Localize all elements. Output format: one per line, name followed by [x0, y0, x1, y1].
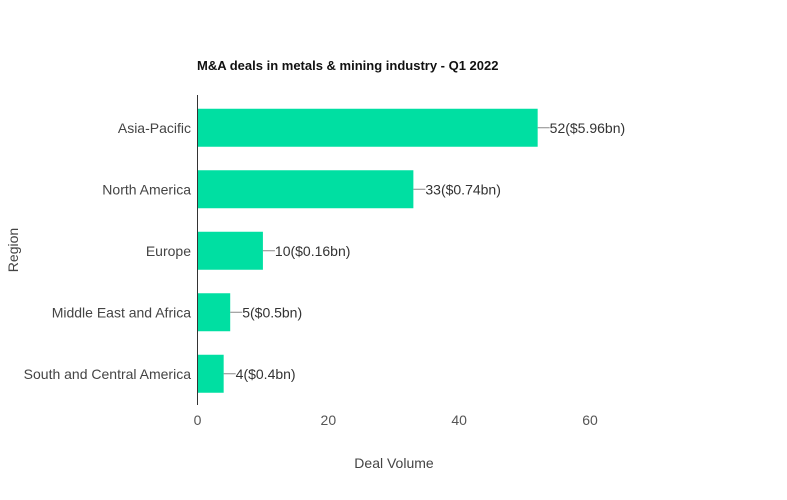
category-label: North America [102, 181, 191, 197]
data-label: 33($0.74bn) [425, 181, 501, 197]
bar [197, 108, 538, 147]
x-tick-label: 60 [582, 412, 598, 428]
data-label: 52($5.96bn) [550, 120, 626, 136]
x-axis-label: Deal Volume [354, 455, 434, 471]
data-label: 5($0.5bn) [242, 304, 302, 320]
x-tick-label: 20 [321, 412, 337, 428]
data-label: 10($0.16bn) [275, 243, 351, 259]
category-label: Europe [146, 243, 191, 259]
x-ticks: 0 20 40 60 [194, 412, 598, 428]
category-label: South and Central America [24, 366, 192, 382]
category-label: Asia-Pacific [118, 120, 191, 136]
bar [197, 293, 231, 332]
x-tick-label: 40 [451, 412, 467, 428]
y-axis-label: Region [5, 228, 21, 272]
bar [197, 170, 414, 209]
bar [197, 231, 263, 270]
bar [197, 354, 224, 393]
chart-title: M&A deals in metals & mining industry - … [197, 58, 498, 73]
x-tick-label: 0 [194, 412, 202, 428]
category-label: Middle East and Africa [52, 304, 192, 320]
data-label: 4($0.4bn) [236, 366, 296, 382]
bars: Asia-Pacific 52($5.96bn) North America 33($… [24, 108, 626, 393]
